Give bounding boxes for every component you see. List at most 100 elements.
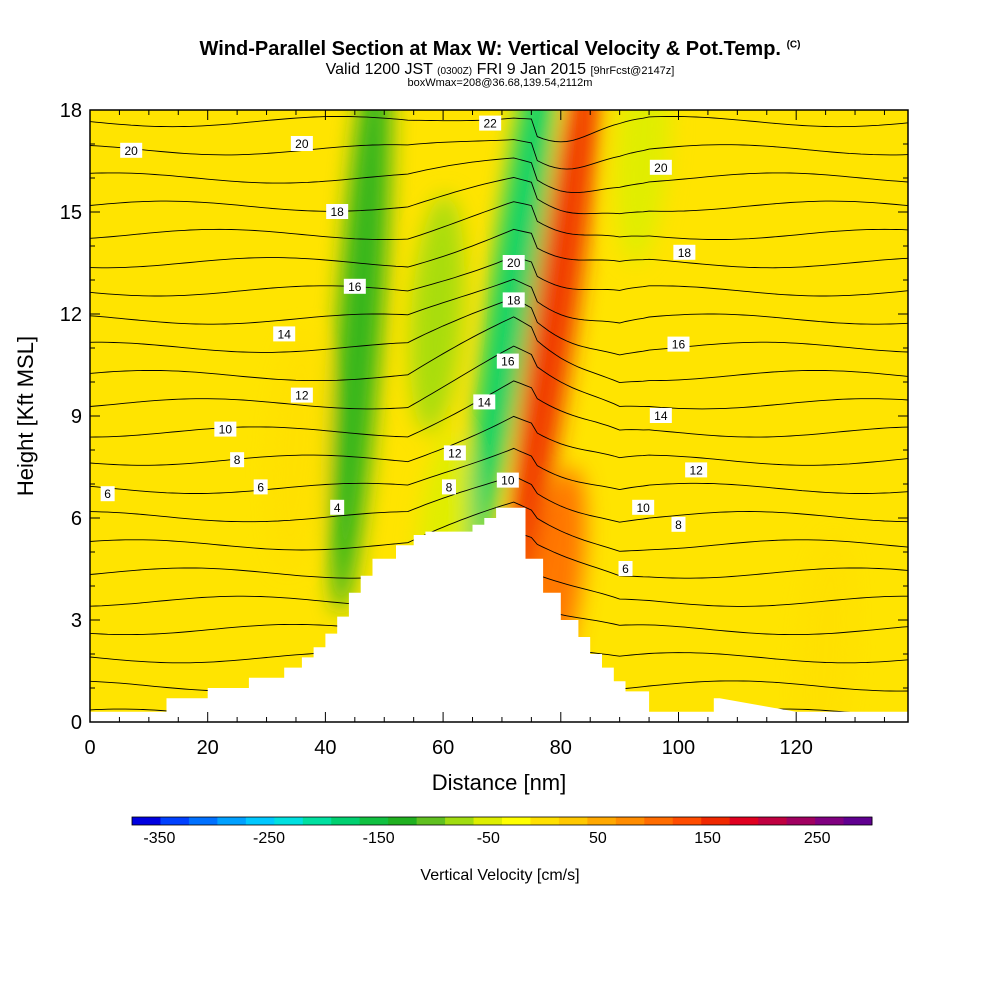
colorbar-tick-labels: -350 -250 -150 -50 50 150 250 <box>143 830 830 847</box>
contour-label: 4 <box>334 501 341 515</box>
y-tick-label: 18 <box>60 100 82 122</box>
y-tick-label: 6 <box>71 508 82 530</box>
contour-label-bg <box>685 462 708 478</box>
contour-label: 16 <box>672 338 686 352</box>
y-axis: 0 3 6 9 12 15 18 <box>60 100 908 734</box>
x-tick-label: 40 <box>314 737 336 759</box>
theta-contour-line <box>90 157 908 194</box>
contour-label-bg <box>667 336 690 352</box>
contour-label: 6 <box>622 562 629 576</box>
chart-subtitle: Valid 1200 JST (0300Z) FRI 9 Jan 2015 [9… <box>325 61 675 78</box>
theta-contour-line <box>90 297 908 356</box>
y-tick-label: 0 <box>71 712 82 734</box>
w-region <box>615 110 671 264</box>
contour-label-bg <box>290 387 313 403</box>
colorbar-tick-label: 250 <box>804 830 831 847</box>
contour-label: 20 <box>295 137 309 151</box>
theta-contour-line <box>90 228 908 269</box>
contour-label-bg <box>479 115 502 131</box>
theta-contour-line <box>90 447 908 494</box>
x-tick-label: 60 <box>432 737 454 759</box>
theta-contour-line <box>90 501 908 552</box>
contour-label-bg <box>673 244 696 260</box>
colorbar-swatch <box>188 817 218 825</box>
colorbar-swatch <box>502 817 531 825</box>
contour-label-bg <box>649 159 672 175</box>
contour-label-bg <box>330 499 345 515</box>
contour-label-bg <box>502 255 525 270</box>
colorbar-tick-label: -150 <box>363 830 395 847</box>
colorbar-swatch <box>815 817 845 825</box>
contour-label-bg <box>671 516 686 532</box>
contour-label-bg <box>443 445 466 461</box>
theta-contour-line <box>90 201 908 240</box>
x-tick-label: 80 <box>550 737 572 759</box>
colorbar-swatch <box>672 817 702 825</box>
x-tick-label: 20 <box>197 737 219 759</box>
chart-title: Wind-Parallel Section at Max W: Vertical… <box>199 38 801 60</box>
contour-label-bg <box>230 452 245 468</box>
colorbar-swatch <box>359 817 389 825</box>
contour-label: 10 <box>501 474 515 488</box>
theta-contour-line <box>90 139 908 170</box>
contour-label: 10 <box>219 423 233 437</box>
contour-label-bg <box>120 142 143 158</box>
x-tick-label: 120 <box>779 737 812 759</box>
contour-label-bg <box>214 421 237 437</box>
theta-contour-line <box>90 415 908 466</box>
contour-label-bg <box>496 353 519 369</box>
colorbar-swatch <box>331 817 361 825</box>
colorbar-swatch <box>445 817 475 825</box>
contour-label: 6 <box>104 487 111 501</box>
contour-label-bg <box>473 394 496 410</box>
colorbar-swatch <box>473 817 503 825</box>
contour-label-bg <box>343 278 366 294</box>
contour-label-bg <box>290 136 313 151</box>
contour-label-bg <box>632 499 655 515</box>
contour-label: 16 <box>501 355 515 369</box>
contour-label: 14 <box>654 409 668 423</box>
colorbar-tick-label: 150 <box>694 830 721 847</box>
y-tick-label: 3 <box>71 610 82 632</box>
colorbar-swatch <box>587 817 617 825</box>
colorbar-swatch <box>302 817 332 825</box>
colorbar-swatch <box>388 817 418 825</box>
contour-label: 20 <box>507 256 521 270</box>
y-axis-label: Height [Kft MSL] <box>13 336 38 496</box>
contour-label-bg <box>618 561 633 576</box>
contour-label-bg <box>326 204 349 219</box>
colorbar-swatch <box>217 817 247 825</box>
theta-contour-line <box>90 177 908 215</box>
colorbar-label: Vertical Velocity [cm/s] <box>420 867 579 884</box>
contour-label: 10 <box>637 501 651 515</box>
y-tick-label: 15 <box>60 202 82 224</box>
contour-label-bg <box>502 292 525 308</box>
theta-contour-line <box>90 316 908 384</box>
contour-label: 14 <box>478 395 492 409</box>
w-region <box>507 110 603 612</box>
colorbar-tick-label: -350 <box>143 830 175 847</box>
contour-label: 18 <box>330 205 344 219</box>
contour-label: 12 <box>448 446 462 460</box>
contour-label: 14 <box>278 327 292 341</box>
colorbar-swatch <box>758 817 788 825</box>
contour-label: 18 <box>507 293 521 307</box>
x-tick-label: 100 <box>662 737 695 759</box>
colorbar-tick-label: -250 <box>253 830 285 847</box>
contour-label-bg <box>441 479 456 495</box>
contour-label-bg <box>100 486 115 502</box>
colorbar-swatch <box>558 817 588 825</box>
colorbar-swatch <box>644 817 674 825</box>
contour-label: 6 <box>257 480 264 494</box>
x-axis: 0 20 40 60 80 100 120 <box>84 110 885 759</box>
theta-contour-line <box>90 255 908 297</box>
chart-subtitle-2: boxWmax=208@36.68,139.54,2112m <box>407 77 593 89</box>
colorbar-swatch <box>843 817 873 825</box>
terrain <box>90 507 908 722</box>
contour-label-bg <box>273 326 296 342</box>
colorbar-swatch <box>786 817 816 825</box>
contour-label: 20 <box>125 144 139 158</box>
colorbar-tick-label: 50 <box>589 830 607 847</box>
contour-label: 20 <box>654 161 668 175</box>
